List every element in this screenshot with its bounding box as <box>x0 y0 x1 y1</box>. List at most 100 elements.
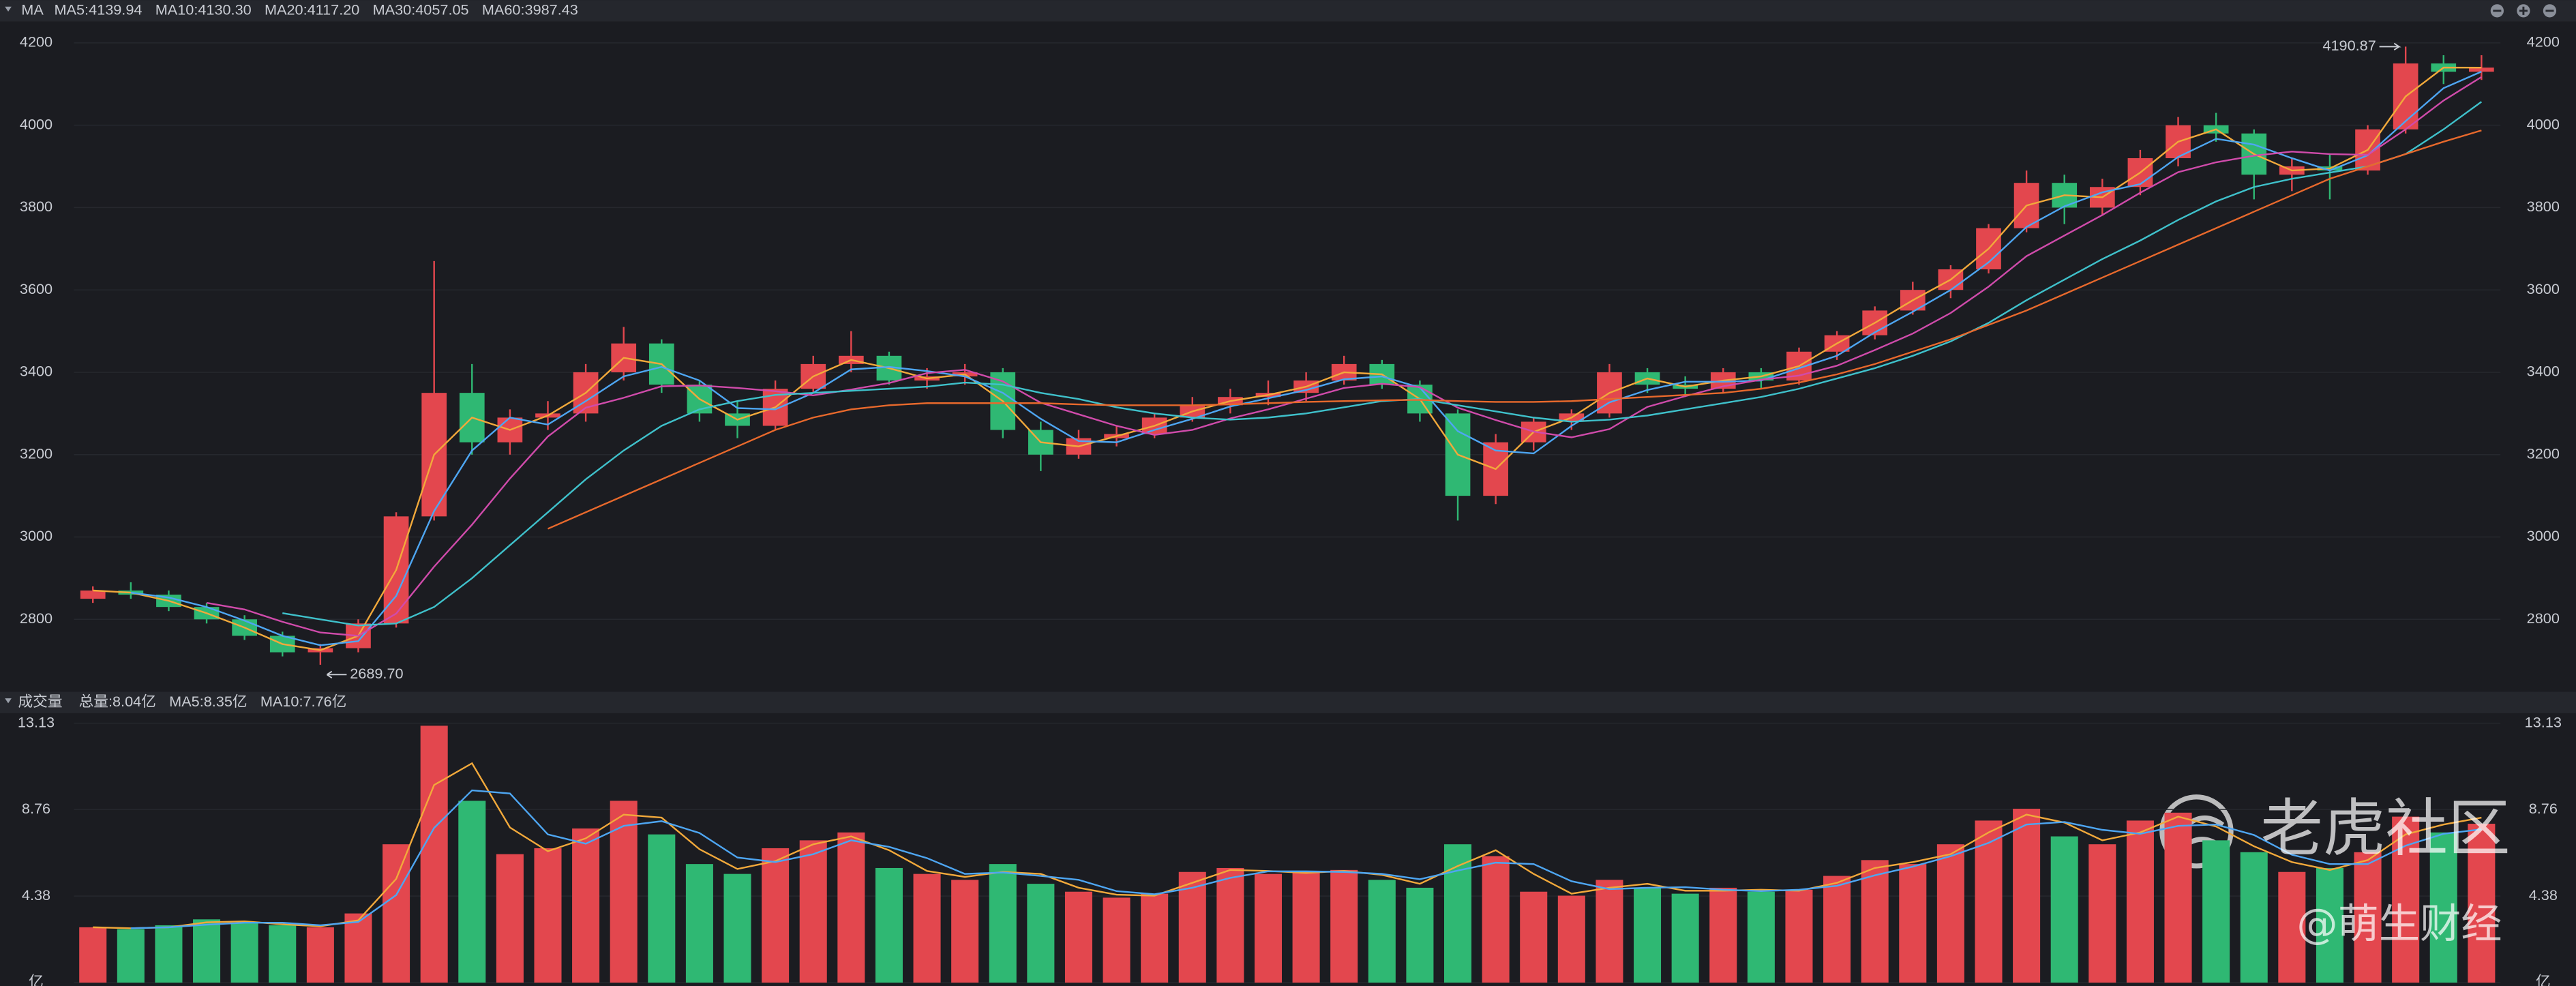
volume-bar <box>117 929 145 983</box>
volume-bar <box>458 801 486 983</box>
volume-total: 总量:8.04亿 <box>79 693 156 710</box>
volume-bar <box>344 913 372 983</box>
y-tick-label-right: 3000 <box>2527 527 2560 544</box>
legend-entry: MA10:4130.30 <box>155 1 252 18</box>
volume-bar <box>1596 880 1623 983</box>
volume-bar <box>1103 897 1130 983</box>
ma-line <box>130 789 2482 929</box>
y-tick-label: 13.13 <box>18 713 55 730</box>
y-tick-label-right: 3800 <box>2527 198 2560 215</box>
ma-line <box>93 66 2482 651</box>
ma-line <box>206 76 2482 637</box>
y-tick-label-right: 3200 <box>2527 445 2560 462</box>
price-header-bar <box>0 0 2576 22</box>
ma-line <box>548 130 2482 530</box>
annotation-arrow <box>2379 42 2401 51</box>
legend-entry: MA5:8.35亿 <box>169 693 247 710</box>
volume-bar <box>79 927 107 983</box>
logo-ring <box>2159 794 2234 869</box>
price-panel-title: MA <box>21 1 44 18</box>
volume-bar <box>2202 840 2230 983</box>
y-tick-label: 2800 <box>20 610 53 627</box>
watermark-brand: 老虎社区 <box>2260 792 2510 865</box>
collapse-icon[interactable] <box>5 698 12 704</box>
volume-bar <box>1747 891 1775 983</box>
volume-bar <box>1823 876 1851 983</box>
y-tick-label: 亿 <box>29 973 44 986</box>
volume-bar <box>1520 891 1548 983</box>
volume-bar <box>306 927 334 983</box>
control-glyphs <box>2493 6 2554 15</box>
volume-bar <box>2392 816 2420 983</box>
y-tick-label-right: 3400 <box>2527 363 2560 380</box>
y-tick-label-right: 3600 <box>2527 280 2560 297</box>
ma-line <box>130 70 2482 646</box>
volume-bar <box>951 880 979 983</box>
volume-bar <box>723 873 751 983</box>
volume-bar <box>2468 824 2496 983</box>
volume-bar <box>2316 867 2343 983</box>
volume-bar <box>2278 871 2306 983</box>
volume-header-bar <box>0 691 2576 713</box>
volume-panel-title: 成交量 <box>18 693 63 710</box>
volume-bar <box>875 867 903 983</box>
volume-bar <box>2050 836 2078 983</box>
legend-entry: MA60:3987.43 <box>482 1 578 18</box>
volume-bar <box>2013 809 2041 983</box>
annotation-label: 4190.87 <box>2322 37 2376 54</box>
y-tick-label: 4.38 <box>22 886 50 903</box>
y-tick-label-right: 4000 <box>2527 115 2560 132</box>
volume-bar <box>1975 820 2003 983</box>
y-tick-label: 4000 <box>20 115 53 132</box>
volume-bar <box>1406 887 1434 983</box>
volume-bar <box>193 919 221 983</box>
volume-bar <box>2240 852 2268 983</box>
candle-body <box>80 591 106 599</box>
volume-bar <box>1064 891 1092 983</box>
annotation-label: 2689.70 <box>350 665 403 682</box>
y-tick-label: 3800 <box>20 198 53 215</box>
legend-entry: MA30:4057.05 <box>373 1 469 18</box>
annotation-arrow <box>326 670 347 678</box>
candle-body <box>2469 68 2494 72</box>
collapse-icon[interactable] <box>5 6 12 12</box>
volume-bar <box>1330 869 1358 983</box>
volume-bar <box>1557 895 1585 983</box>
volume-bar <box>762 848 790 983</box>
volume-bar <box>1141 893 1169 983</box>
volume-bar <box>837 832 865 983</box>
y-tick-label: 3400 <box>20 363 53 380</box>
y-tick-label-right: 13.13 <box>2525 713 2562 730</box>
y-tick-label: 3000 <box>20 527 53 544</box>
y-tick-label-right: 2800 <box>2527 610 2560 627</box>
volume-bar <box>1216 867 1244 983</box>
y-tick-label: 4200 <box>20 33 53 50</box>
legend-entry: MA5:4139.94 <box>55 1 143 18</box>
legend-entry: MA10:7.76亿 <box>260 693 346 710</box>
volume-bar <box>155 925 183 983</box>
volume-bar <box>496 854 524 983</box>
volume-bar <box>913 873 941 983</box>
volume-bar <box>989 864 1017 983</box>
volume-bar <box>1178 871 1206 983</box>
volume-bar <box>1444 844 1472 983</box>
volume-bar <box>269 925 297 983</box>
y-tick-label-right: 4.38 <box>2529 886 2558 903</box>
volume-bar <box>2126 820 2154 983</box>
volume-bar <box>1671 893 1699 983</box>
volume-bar <box>1634 887 1662 983</box>
volume-bar <box>383 844 410 983</box>
volume-bar <box>2429 832 2457 983</box>
volume-bar <box>1254 873 1283 983</box>
volume-bar <box>1785 889 1813 983</box>
volume-bar <box>2354 852 2382 983</box>
volume-bar <box>1899 864 1927 983</box>
volume-bar <box>534 848 562 983</box>
volume-bar <box>648 834 676 983</box>
watermark-author: @萌生财经 <box>2296 901 2502 948</box>
volume-bar <box>1936 844 1964 983</box>
y-tick-label-right: 8.76 <box>2529 800 2558 817</box>
y-tick-label: 3200 <box>20 445 53 462</box>
volume-bar <box>230 923 258 983</box>
